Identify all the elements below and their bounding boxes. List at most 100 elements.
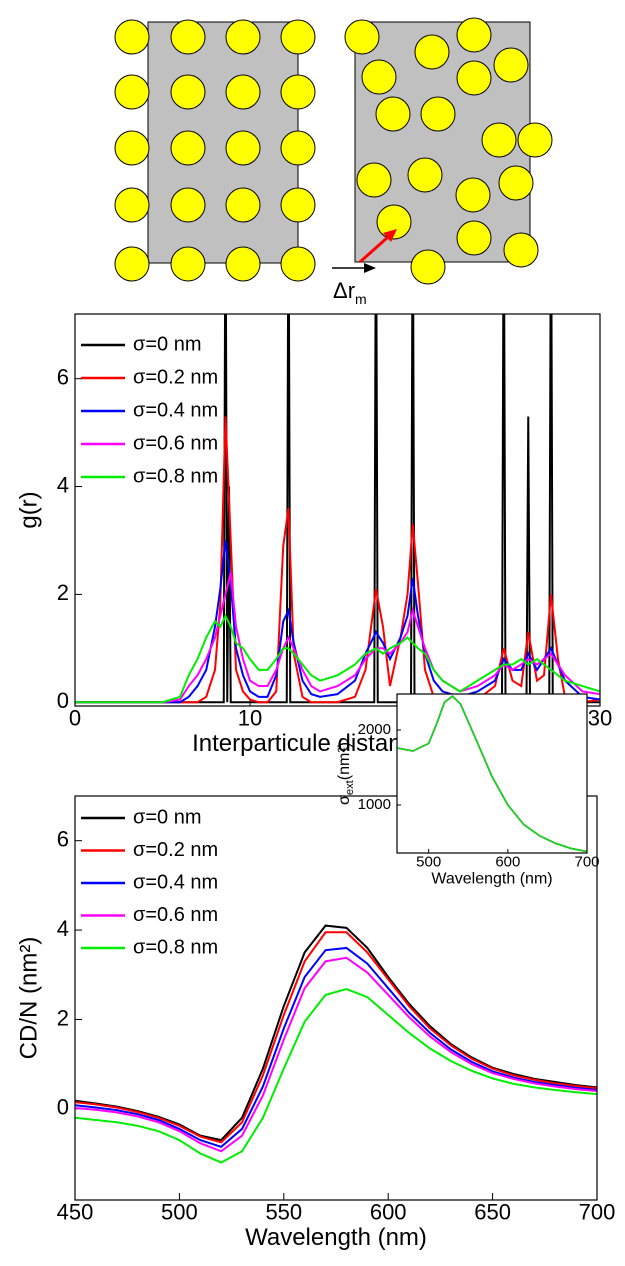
particle — [498, 165, 534, 201]
chart: 450 500 550 600 650 700 0 2 4 6 Wavelength (nm) CD/… — [15, 795, 616, 1251]
particle — [356, 162, 392, 198]
legend-label: σ=0.8 nm — [133, 465, 218, 487]
particle — [170, 246, 206, 282]
particle — [517, 122, 553, 158]
legend-label: σ=0.4 nm — [133, 399, 218, 421]
x-tick-label: 30 — [588, 705, 612, 730]
arrow-head — [364, 263, 376, 273]
diagram: Δrm — [114, 17, 553, 307]
y-tick-label: 6 — [57, 827, 69, 852]
particle — [225, 187, 261, 223]
particle — [481, 122, 517, 158]
legend-label: σ=0.4 nm — [133, 871, 218, 893]
arrow-head — [383, 229, 397, 242]
particle — [170, 19, 206, 55]
particle — [225, 19, 261, 55]
y-axis-label-unit: (nm²) — [336, 742, 353, 780]
inset-background — [397, 694, 587, 853]
data-line — [75, 540, 600, 704]
particle — [114, 74, 150, 110]
ordered-substrate — [147, 21, 299, 264]
x-tick-label: 450 — [57, 1199, 94, 1224]
plot-frame — [74, 313, 601, 707]
particle — [456, 60, 492, 96]
ordered-particles — [114, 19, 316, 282]
y-axis-label-sub: ext — [344, 779, 356, 795]
particle — [225, 130, 261, 166]
y-tick-label: 6 — [57, 365, 69, 390]
particle — [280, 130, 316, 166]
x-axis-label: Wavelength (nm) — [245, 1224, 427, 1251]
data-line — [75, 988, 597, 1164]
particle — [376, 204, 412, 240]
x-tick-label: 500 — [416, 853, 441, 870]
particle — [344, 19, 380, 55]
particle — [225, 74, 261, 110]
particle — [410, 249, 446, 285]
legend-label: σ=0.6 nm — [133, 432, 218, 454]
y-tick-label: 2 — [57, 580, 69, 605]
particle — [170, 130, 206, 166]
x-tick-label: 500 — [161, 1199, 198, 1224]
data-line — [397, 695, 587, 853]
chart: 500 600 700 1000 2000 Wavelength (nm) σext(nm²… — [336, 693, 600, 887]
data-line — [75, 416, 600, 704]
y-tick-label: 0 — [57, 688, 69, 713]
plot-frame — [74, 795, 598, 1201]
particle — [114, 246, 150, 282]
particle — [420, 96, 456, 132]
y-tick-label: 4 — [57, 916, 69, 941]
legend-label: σ=0.6 nm — [133, 904, 218, 926]
x-tick-label: 700 — [579, 1199, 616, 1224]
particle — [280, 246, 316, 282]
particle — [114, 130, 150, 166]
x-tick-label: 650 — [474, 1199, 511, 1224]
particle — [170, 74, 206, 110]
particle — [280, 19, 316, 55]
particle — [361, 59, 397, 95]
particle — [225, 246, 261, 282]
y-axis-label-symbol: σ — [336, 795, 353, 805]
data-line — [75, 931, 597, 1144]
particle — [455, 177, 491, 213]
x-tick-label: 600 — [495, 853, 520, 870]
plot-frame — [396, 693, 588, 854]
y-axis-label: CD/N (nm²) — [15, 937, 42, 1060]
particle — [280, 187, 316, 223]
y-tick-label: 0 — [57, 1095, 69, 1120]
particle — [170, 187, 206, 223]
particle — [456, 17, 492, 53]
x-tick-label: 0 — [69, 705, 81, 730]
disordered-particles — [344, 17, 553, 285]
data-line — [75, 613, 600, 704]
x-tick-label: 10 — [238, 705, 262, 730]
legend-label: σ=0.2 nm — [133, 839, 218, 861]
x-tick-label: 550 — [265, 1199, 302, 1224]
y-tick-label: 4 — [57, 472, 69, 497]
data-line — [75, 956, 597, 1153]
y-tick-label: 1000 — [358, 796, 391, 813]
displacement-label: Δrm — [333, 278, 367, 307]
legend-label: σ=0.8 nm — [133, 936, 218, 958]
x-tick-label: 700 — [574, 853, 599, 870]
x-tick-label: 600 — [370, 1199, 407, 1224]
y-tick-label: 2000 — [358, 721, 391, 738]
particle — [503, 232, 539, 268]
legend-label: σ=0 nm — [133, 333, 202, 355]
data-line — [75, 572, 600, 704]
y-tick-label: 2 — [57, 1005, 69, 1030]
y-axis-label: σext(nm²) — [336, 742, 356, 805]
data-line — [75, 946, 597, 1148]
displacement-arrow — [359, 235, 389, 264]
particle — [456, 220, 492, 256]
particle — [407, 157, 443, 193]
legend-label: σ=0.2 nm — [133, 366, 218, 388]
legend-label: σ=0 nm — [133, 806, 202, 828]
particle — [280, 74, 316, 110]
particle — [114, 187, 150, 223]
particle — [493, 47, 529, 83]
y-axis-label: g(r) — [15, 491, 42, 528]
particle — [414, 34, 450, 70]
x-axis-label: Wavelength (nm) — [431, 870, 552, 887]
